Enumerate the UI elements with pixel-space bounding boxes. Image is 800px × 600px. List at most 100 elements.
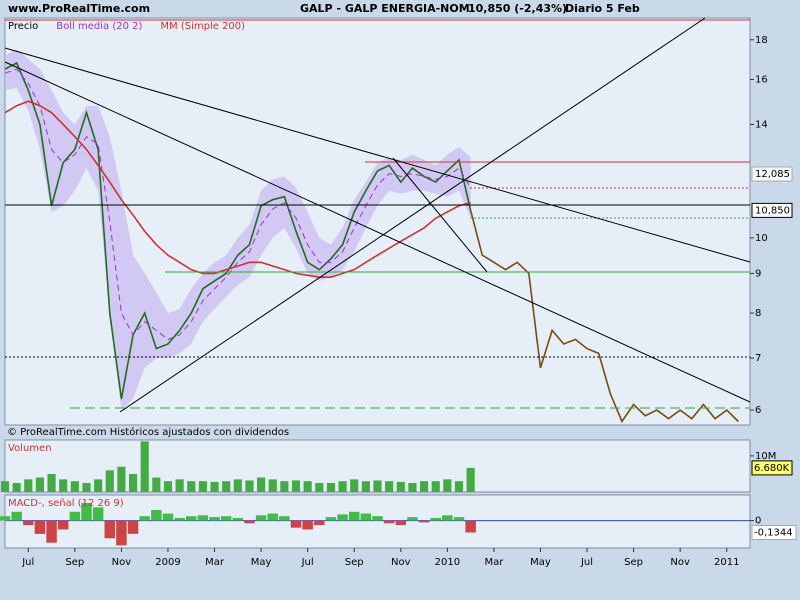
volume-bar: [431, 481, 440, 492]
trend-line: [119, 17, 706, 413]
volume-bar: [466, 467, 475, 492]
volume-bar: [175, 479, 184, 492]
volume-bar: [443, 479, 452, 492]
quote: 10,850 (-2,43%): [468, 2, 567, 15]
legend-entry: MM (Simple 200): [160, 21, 245, 32]
volume-bar: [12, 482, 21, 492]
volume-bar: [280, 481, 289, 492]
volume-bar: [222, 481, 231, 492]
last-label-box: [751, 524, 797, 540]
macd-bar: [220, 516, 232, 521]
x-tick-label: May: [530, 557, 551, 568]
macd-bar: [279, 516, 290, 521]
last-label: 6.680K: [754, 463, 790, 474]
volume-bar: [117, 466, 126, 492]
volume-bar: [0, 481, 10, 492]
x-tick-label: Mar: [484, 557, 504, 568]
macd-bar: [0, 516, 11, 521]
macd-bar: [442, 515, 453, 521]
volume-bar: [47, 473, 56, 492]
volume-bar: [315, 482, 324, 492]
x-tick-label: 2010: [435, 557, 460, 568]
macd-bar: [23, 520, 34, 526]
volume-bar: [408, 482, 417, 492]
trend-line: [392, 157, 488, 273]
title: GALP - GALP ENERGIA-NOM: [300, 2, 470, 15]
macd-bar: [348, 511, 360, 521]
macd-bar: [209, 517, 220, 521]
y-tick-label: 8: [755, 308, 761, 319]
macd-bar: [302, 520, 313, 530]
volume-bar: [350, 479, 359, 492]
volume-bar: [396, 481, 405, 492]
macd-bar: [81, 502, 92, 521]
y-tick-label: 0: [755, 516, 761, 527]
price-label-box: [751, 166, 793, 182]
x-tick-label: Jul: [580, 557, 593, 568]
volume-bar: [338, 481, 347, 492]
trend-line: [4, 47, 751, 263]
macd-bar: [232, 517, 244, 521]
volume-bar: [140, 441, 149, 492]
volume-bar: [454, 481, 464, 492]
x-tick-label: Nov: [112, 557, 132, 568]
volume-bar: [245, 480, 254, 492]
macd-bar: [92, 507, 104, 521]
trend-line: [4, 61, 751, 403]
macd-bar: [290, 520, 302, 528]
macd-bar: [127, 520, 139, 534]
macd-bar: [186, 516, 197, 521]
macd-bar: [407, 517, 418, 521]
macd-bar: [244, 520, 255, 524]
macd-bar: [325, 517, 337, 521]
volume-bar: [303, 481, 312, 492]
volume-bar: [82, 482, 91, 492]
price-label-box: [751, 202, 793, 218]
y-tick-label: 7: [755, 353, 761, 364]
x-tick-label: 2009: [155, 557, 180, 568]
x-tick-label: Jul: [301, 557, 314, 568]
macd-bar: [255, 515, 267, 521]
x-tick-label: Sep: [624, 557, 643, 568]
last-label: -0,1344: [754, 527, 793, 538]
volume-bar: [70, 481, 79, 492]
macd-bar: [116, 520, 127, 546]
y-tick-label: 10: [755, 233, 768, 244]
volume-bar: [59, 479, 68, 492]
volume-bar: [210, 481, 219, 492]
volume-bar: [268, 479, 277, 492]
last-label-box: [751, 460, 793, 476]
x-tick-label: Sep: [65, 557, 84, 568]
macd-bar: [337, 514, 348, 521]
bollinger-band: [5, 49, 471, 411]
macd-bar: [34, 520, 46, 534]
macd-bar: [430, 517, 441, 521]
series-line: [4, 61, 472, 400]
macd-bar: [162, 513, 174, 521]
volume-bar: [419, 481, 429, 492]
panel-title: Volumen: [8, 443, 52, 454]
macd-bar: [11, 511, 22, 521]
macd-bar: [314, 520, 325, 526]
volume-bar: [198, 481, 207, 492]
x-tick-label: Nov: [670, 557, 690, 568]
y-tick-label: 16: [755, 74, 768, 85]
legend-entry: Precio: [8, 21, 38, 32]
panel-title: MACD-, señal (12 26 9): [8, 498, 124, 509]
volume-bar: [35, 477, 44, 492]
x-tick-label: Sep: [345, 557, 364, 568]
series-line: [469, 210, 739, 424]
volume-bar: [257, 477, 266, 492]
volume-bar: [373, 480, 382, 492]
price-label: 10,850: [755, 205, 790, 216]
macd-bar: [383, 520, 395, 524]
x-tick-label: May: [251, 557, 272, 568]
plot-layer: [0, 49, 750, 546]
volume-bar: [163, 481, 173, 492]
volume-bar: [187, 481, 196, 492]
footnote: © ProRealTime.com Históricos ajustados c…: [7, 426, 289, 438]
volume-bar: [291, 480, 301, 492]
volume-bar: [361, 481, 370, 492]
volume-bar: [385, 481, 394, 492]
